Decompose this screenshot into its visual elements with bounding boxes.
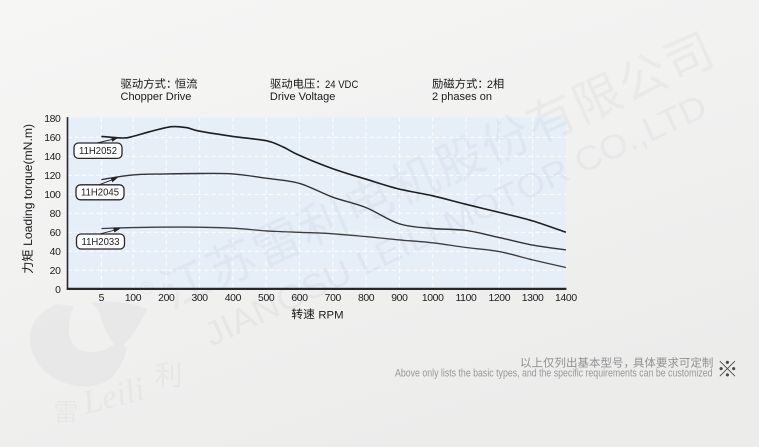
svg-text:0: 0 (55, 285, 61, 296)
svg-text:140: 140 (44, 152, 61, 163)
svg-text:1000: 1000 (422, 293, 444, 304)
svg-text:80: 80 (50, 209, 61, 220)
svg-text:Above only lists the basic typ: Above only lists the basic types, and th… (395, 368, 713, 380)
svg-text:40: 40 (50, 247, 61, 258)
svg-text:1300: 1300 (522, 293, 544, 304)
svg-text:100: 100 (44, 190, 61, 201)
svg-text:160: 160 (44, 133, 61, 144)
svg-text:800: 800 (358, 293, 375, 304)
svg-text:11H2045: 11H2045 (81, 188, 119, 199)
svg-text:2: 2 (487, 79, 493, 91)
svg-text:180: 180 (44, 114, 61, 125)
svg-text:600: 600 (291, 293, 308, 304)
svg-text:400: 400 (225, 293, 242, 304)
svg-text:Chopper Drive: Chopper Drive (121, 91, 192, 103)
svg-text:100: 100 (125, 293, 142, 304)
svg-text:1200: 1200 (488, 293, 510, 304)
svg-text:Drive Voltage: Drive Voltage (270, 91, 335, 103)
svg-text:24 VDC: 24 VDC (325, 79, 358, 91)
svg-text:2 phases on: 2 phases on (432, 91, 492, 103)
svg-text:Loading torque(mN.m): Loading torque(mN.m) (21, 124, 35, 246)
svg-text:60: 60 (50, 228, 61, 239)
svg-text:RPM: RPM (318, 309, 343, 321)
svg-text:11H2052: 11H2052 (79, 146, 117, 157)
svg-text:5: 5 (99, 293, 105, 304)
svg-text:1400: 1400 (555, 293, 577, 304)
svg-text:1100: 1100 (456, 293, 478, 304)
svg-text:300: 300 (191, 293, 208, 304)
svg-text:11H2033: 11H2033 (82, 237, 120, 248)
svg-text:900: 900 (391, 293, 408, 304)
svg-text:500: 500 (258, 293, 275, 304)
svg-text:200: 200 (158, 293, 175, 304)
svg-text:700: 700 (325, 293, 342, 304)
svg-text:120: 120 (44, 171, 61, 182)
svg-text:20: 20 (50, 266, 61, 277)
